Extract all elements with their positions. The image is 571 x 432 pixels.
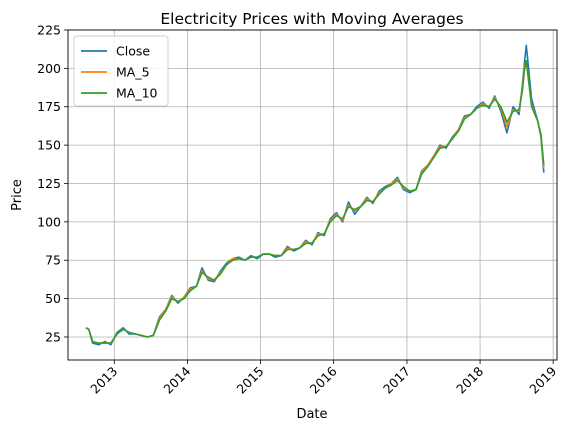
x-tick-label: 2019	[526, 363, 559, 396]
y-axis-ticks: 25 50 75 100 125 150 175 200 225	[37, 23, 68, 344]
x-axis-ticks: 2013 2014 2015 2016 2017 2018 2019	[87, 360, 559, 397]
plot-frame	[67, 29, 558, 361]
y-tick-label: 25	[45, 329, 61, 344]
legend-label-ma-10: MA_10	[116, 86, 158, 101]
y-tick-label: 175	[37, 99, 61, 114]
legend-frame	[73, 35, 169, 107]
x-axis-label: Date	[296, 407, 327, 422]
x-tick-label: 2013	[87, 364, 120, 397]
y-tick-label: 75	[45, 253, 61, 268]
x-tick-label: 2014	[160, 363, 193, 396]
series-lines	[85, 44, 545, 346]
legend-label-close: Close	[116, 44, 150, 59]
y-tick-label: 100	[37, 214, 61, 229]
grid	[68, 29, 557, 360]
x-tick-label: 2016	[307, 363, 340, 396]
y-tick-label: 200	[37, 61, 61, 76]
legend-label-ma-5: MA_5	[116, 65, 150, 80]
y-tick-label: 150	[37, 138, 61, 153]
y-tick-label: 225	[37, 23, 61, 38]
chart-title: Electricity Prices with Moving Averages	[160, 10, 463, 28]
x-tick-label: 2017	[380, 364, 413, 397]
x-tick-label: 2015	[234, 364, 267, 397]
legend: Close MA_5 MA_10	[73, 35, 169, 107]
x-tick-label: 2018	[453, 363, 486, 396]
y-tick-label: 50	[45, 291, 61, 306]
series-line-ma-10	[85, 59, 545, 344]
y-axis-label: Price	[10, 179, 25, 211]
y-tick-label: 125	[37, 176, 61, 191]
